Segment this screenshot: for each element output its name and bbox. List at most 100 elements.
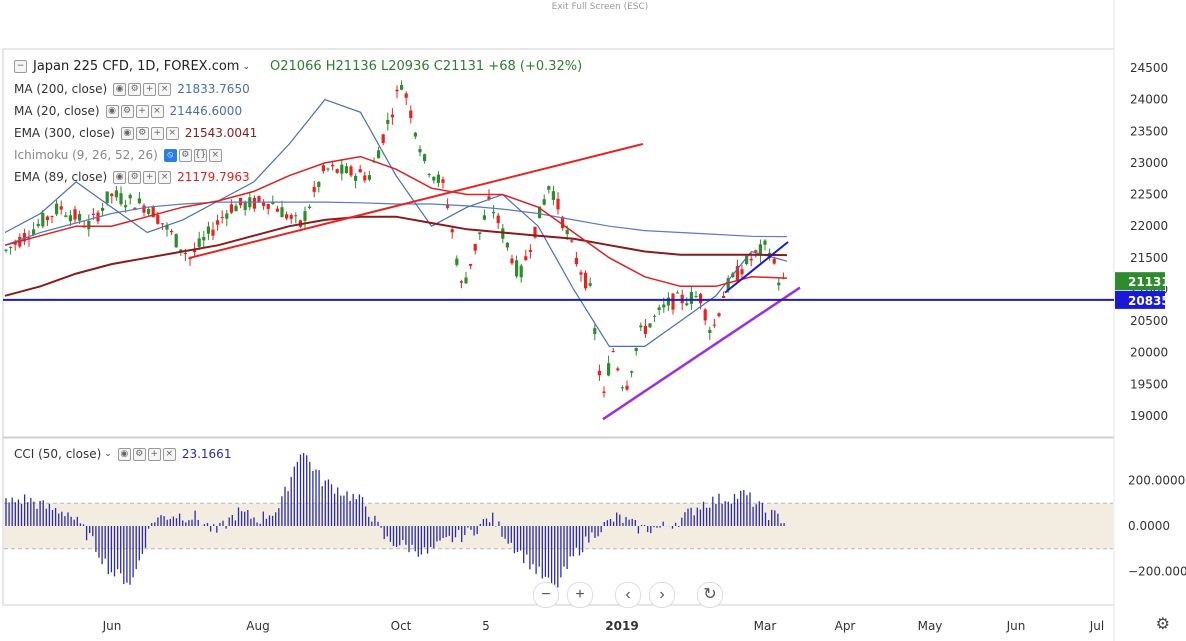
x-tick-label: Jun [1006,619,1026,633]
settings-icon[interactable]: ⚙ [128,170,142,184]
candle-body [243,202,247,210]
eye-icon[interactable]: ◉ [113,170,127,184]
eye-icon[interactable]: ◉ [113,82,127,96]
close-icon[interactable]: × [158,170,172,184]
plus-icon[interactable]: + [135,104,149,118]
collapse-icon[interactable]: − [14,60,27,73]
candle-body [183,252,187,255]
chart-settings-icon[interactable]: ⚙ [1155,616,1170,633]
candle-body [229,204,233,213]
symbol-title: Japan 225 CFD, 1D, FOREX.com [33,59,240,74]
candle-body [197,238,201,247]
candle-body [170,230,174,233]
legend-value: 23.1661 [181,447,232,461]
plus-icon[interactable]: + [143,82,157,96]
candle-body [367,175,371,180]
eye-icon[interactable]: ◉ [105,104,119,118]
reset-chart-button[interactable]: ↻ [697,582,723,608]
candle-body [234,205,238,212]
candle-body [625,385,629,390]
candle-body [639,325,643,328]
candle-body [482,215,486,220]
settings-icon[interactable]: ⚙ [178,148,192,162]
candle-body [657,307,661,310]
candle-body [588,283,592,286]
settings-icon[interactable]: ⚙ [132,447,146,461]
chevron-down-icon[interactable]: ⌄ [104,449,112,459]
exit-fullscreen-button[interactable]: Exit Full Screen (ESC) [551,2,649,12]
eye-icon[interactable]: ◉ [120,126,134,140]
candle-body [593,328,597,335]
zoom-out-button[interactable]: − [533,582,559,608]
close-icon[interactable]: × [165,126,179,140]
close-icon[interactable]: × [150,104,164,118]
candle-body [119,193,123,205]
cci-tick-label: 0.0000 [1128,519,1170,533]
candle-body [473,243,477,251]
legend-cci[interactable]: CCI (50, close) ⌄ ◉ ⚙ + × 23.1661 [14,447,231,461]
legend-ema89[interactable]: EMA (89, close) ◉ ⚙ + × 21179.7963 [14,170,250,184]
x-tick-label: Jul [1089,619,1104,633]
candle-body [275,208,279,212]
settings-icon[interactable]: ⚙ [128,82,142,96]
candle-body [579,272,583,275]
candle-body [648,323,652,328]
candle-body [699,293,703,304]
close-icon[interactable]: × [158,82,172,96]
price-pane[interactable] [2,48,1115,438]
y-tick-label: 19000 [1130,409,1168,423]
candle-body [735,265,739,281]
candle-body [726,278,730,290]
plus-icon[interactable]: + [147,447,161,461]
candle-body [671,293,675,310]
candle-body [151,206,155,218]
candle-body [492,211,496,214]
scroll-right-button[interactable]: › [649,582,675,608]
ema89-line [4,155,788,288]
candle-body [105,191,109,203]
candle-body [252,197,256,209]
candle-body [712,324,716,326]
eye-icon[interactable]: ◉ [117,447,131,461]
candle-body [114,190,118,198]
legend-ma200[interactable]: MA (200, close) ◉ ⚙ + × 21833.7650 [14,82,250,96]
plus-icon[interactable]: + [143,170,157,184]
plus-icon[interactable]: + [150,126,164,140]
settings-icon[interactable]: ⚙ [120,104,134,118]
close-icon[interactable]: × [162,447,176,461]
close-price-label: 21131 [1128,275,1170,289]
close-icon[interactable]: × [208,148,222,162]
candle-body [459,281,463,283]
ohlc-readout: O21066 H21136 L20936 C21131 +68 (+0.32%) [270,59,583,74]
zoom-in-button[interactable]: + [567,582,593,608]
scroll-left-button[interactable]: ‹ [615,582,641,608]
candle-body [542,199,546,205]
candle-body [156,215,160,224]
legend-ichimoku[interactable]: Ichimoku (9, 26, 52, 26) ⦸ ⚙{} × [14,148,222,162]
candle-body [556,198,560,210]
candle-body [55,203,59,215]
x-tick-label: Mar [754,619,777,633]
legend-ma20[interactable]: MA (20, close) ◉ ⚙ + × 21446.6000 [14,104,242,118]
code-icon[interactable]: {} [193,148,207,162]
candle-body [377,150,381,159]
candle-body [611,350,615,352]
legend-ema300[interactable]: EMA (300, close) ◉ ⚙ + × 21543.0041 [14,126,257,140]
candle-body [528,249,532,252]
y-tick-label: 20000 [1130,346,1168,360]
candle-body [584,272,588,289]
x-tick-label: Oct [391,619,412,633]
candle-body [179,249,183,252]
candle-body [340,164,344,174]
candle-body [515,260,519,277]
candle-body [446,204,450,208]
candle-body [418,149,422,153]
candle-body [538,206,542,219]
settings-icon[interactable]: ⚙ [135,126,149,140]
candle-body [312,186,316,192]
chevron-down-icon[interactable]: ⌄ [242,61,251,72]
y-tick-label: 23500 [1130,124,1168,138]
candle-body [717,313,721,317]
hidden-eye-icon[interactable]: ⦸ [163,148,177,162]
